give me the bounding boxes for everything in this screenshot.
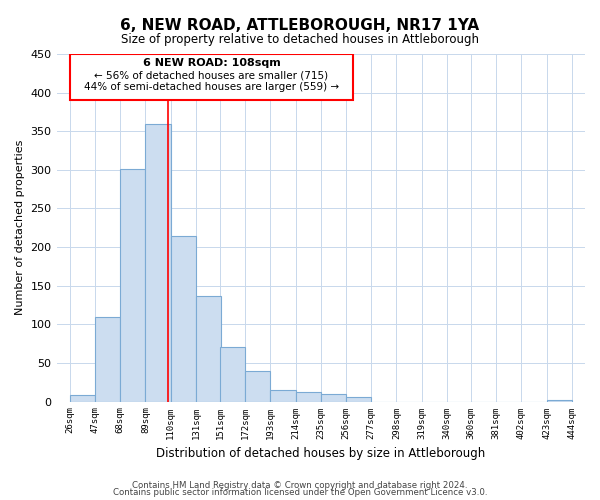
Bar <box>271 390 296 402</box>
Bar <box>296 392 321 402</box>
Text: 6 NEW ROAD: 108sqm: 6 NEW ROAD: 108sqm <box>143 58 280 68</box>
Bar <box>70 396 95 402</box>
Bar <box>95 316 120 402</box>
Text: Contains HM Land Registry data © Crown copyright and database right 2024.: Contains HM Land Registry data © Crown c… <box>132 480 468 490</box>
Text: Contains public sector information licensed under the Open Government Licence v3: Contains public sector information licen… <box>113 488 487 497</box>
Y-axis label: Number of detached properties: Number of detached properties <box>15 140 25 316</box>
X-axis label: Distribution of detached houses by size in Attleborough: Distribution of detached houses by size … <box>156 447 485 460</box>
Text: Size of property relative to detached houses in Attleborough: Size of property relative to detached ho… <box>121 32 479 46</box>
Bar <box>547 400 572 402</box>
Bar <box>220 348 245 402</box>
FancyBboxPatch shape <box>70 54 353 100</box>
Bar <box>170 236 196 402</box>
Bar <box>346 397 371 402</box>
Bar <box>245 372 271 402</box>
Bar <box>196 296 221 402</box>
Text: ← 56% of detached houses are smaller (715): ← 56% of detached houses are smaller (71… <box>94 70 329 80</box>
Text: 6, NEW ROAD, ATTLEBOROUGH, NR17 1YA: 6, NEW ROAD, ATTLEBOROUGH, NR17 1YA <box>121 18 479 32</box>
Bar <box>321 394 346 402</box>
Bar <box>145 124 170 402</box>
Bar <box>120 169 145 402</box>
Text: 44% of semi-detached houses are larger (559) →: 44% of semi-detached houses are larger (… <box>84 82 339 92</box>
